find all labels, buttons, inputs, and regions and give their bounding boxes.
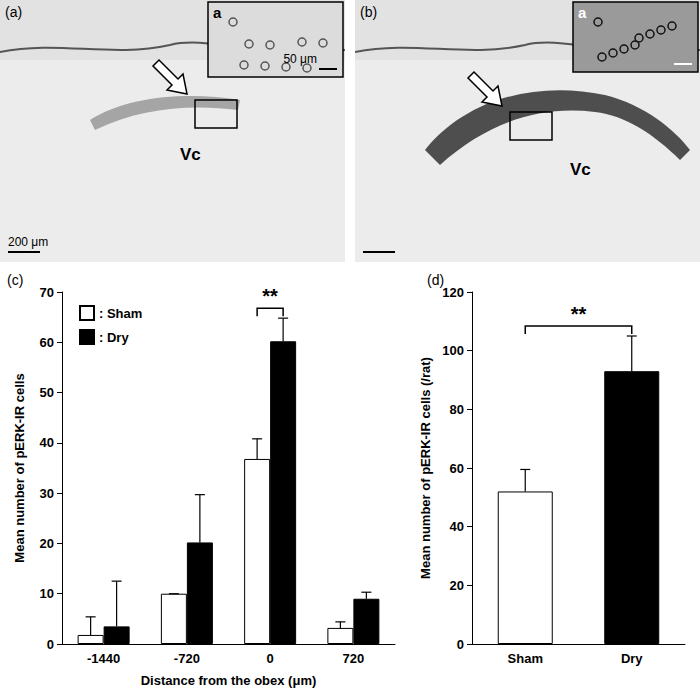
svg-text:50: 50 [40,385,54,400]
svg-text:100: 100 [442,343,464,358]
svg-text:: Dry: : Dry [99,330,129,345]
svg-text:20: 20 [40,536,54,551]
svg-text:200 μm: 200 μm [8,235,48,249]
svg-text:Vc: Vc [570,160,591,179]
svg-text:80: 80 [450,402,464,417]
svg-text:Distance from the obex (μm): Distance from the obex (μm) [141,673,317,688]
svg-text:0: 0 [457,637,464,652]
svg-text:60: 60 [40,335,54,350]
svg-text:a: a [578,4,587,21]
svg-text:40: 40 [40,435,54,450]
svg-text:70: 70 [40,285,54,300]
svg-text:50 μm: 50 μm [283,52,317,66]
svg-text:60: 60 [450,461,464,476]
svg-text:0: 0 [267,651,274,666]
svg-text:Sham: Sham [508,651,543,666]
svg-text:a: a [213,4,222,21]
svg-text:10: 10 [40,586,54,601]
svg-text:20: 20 [450,578,464,593]
svg-text:40: 40 [450,519,464,534]
svg-text:Mean number of pERK-IR cells (: Mean number of pERK-IR cells (/rat) [418,357,433,579]
svg-text:: Sham: : Sham [99,306,142,321]
svg-text:(a): (a) [5,4,22,20]
svg-text:0: 0 [47,637,54,652]
svg-text:Dry: Dry [621,651,643,666]
svg-text:120: 120 [442,285,464,300]
svg-text:**: ** [571,303,587,325]
svg-text:720: 720 [343,651,365,666]
svg-text:(b): (b) [360,4,377,20]
svg-text:30: 30 [40,486,54,501]
svg-text:Mean number of pERK-IR cells: Mean number of pERK-IR cells [12,373,27,562]
svg-text:Vc: Vc [180,145,201,164]
svg-text:-1440: -1440 [87,651,120,666]
svg-text:-720: -720 [174,651,200,666]
svg-text:**: ** [262,285,278,307]
svg-text:(c): (c) [7,272,23,288]
svg-text:(d): (d) [427,272,444,288]
